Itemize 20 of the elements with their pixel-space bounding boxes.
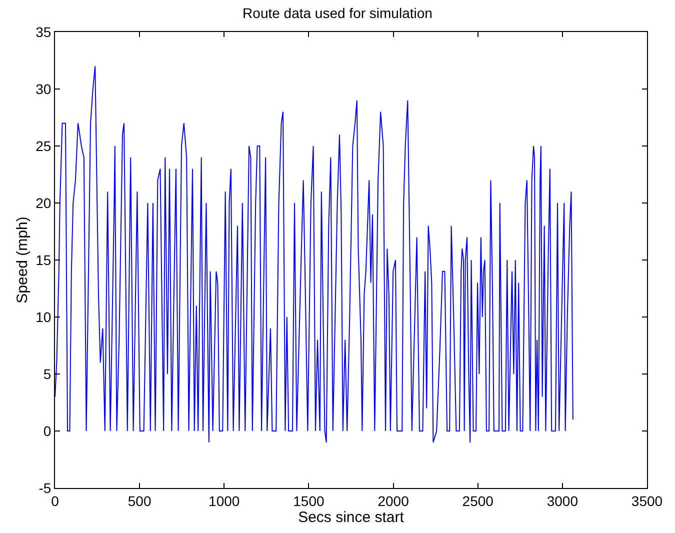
y-tick-label: 30 [36,80,52,97]
y-tick-label: 15 [36,252,52,268]
x-tick-label: 2000 [378,492,410,509]
line-series [55,66,574,443]
y-tick-label: 35 [36,24,52,40]
chart-title: Route data used for simulation [242,4,432,21]
y-tick-label: 0 [43,422,52,439]
y-tick-label: -5 [38,480,52,496]
y-tick-label: 20 [36,194,52,211]
x-tick-label: 500 [128,492,152,509]
x-tick-label: 2500 [462,492,494,509]
x-tick-label: 1500 [293,492,324,509]
x-tick-label: 1000 [208,492,240,509]
y-tick-label: 25 [36,138,52,154]
y-axis-title: Speed (mph) [14,216,31,304]
x-axis-title: Secs since start [298,508,405,526]
x-tick-label: 3500 [631,492,663,509]
y-tick-label: 5 [43,366,52,382]
y-tick-label: 10 [36,308,52,325]
x-tick-label: 3000 [546,492,578,509]
